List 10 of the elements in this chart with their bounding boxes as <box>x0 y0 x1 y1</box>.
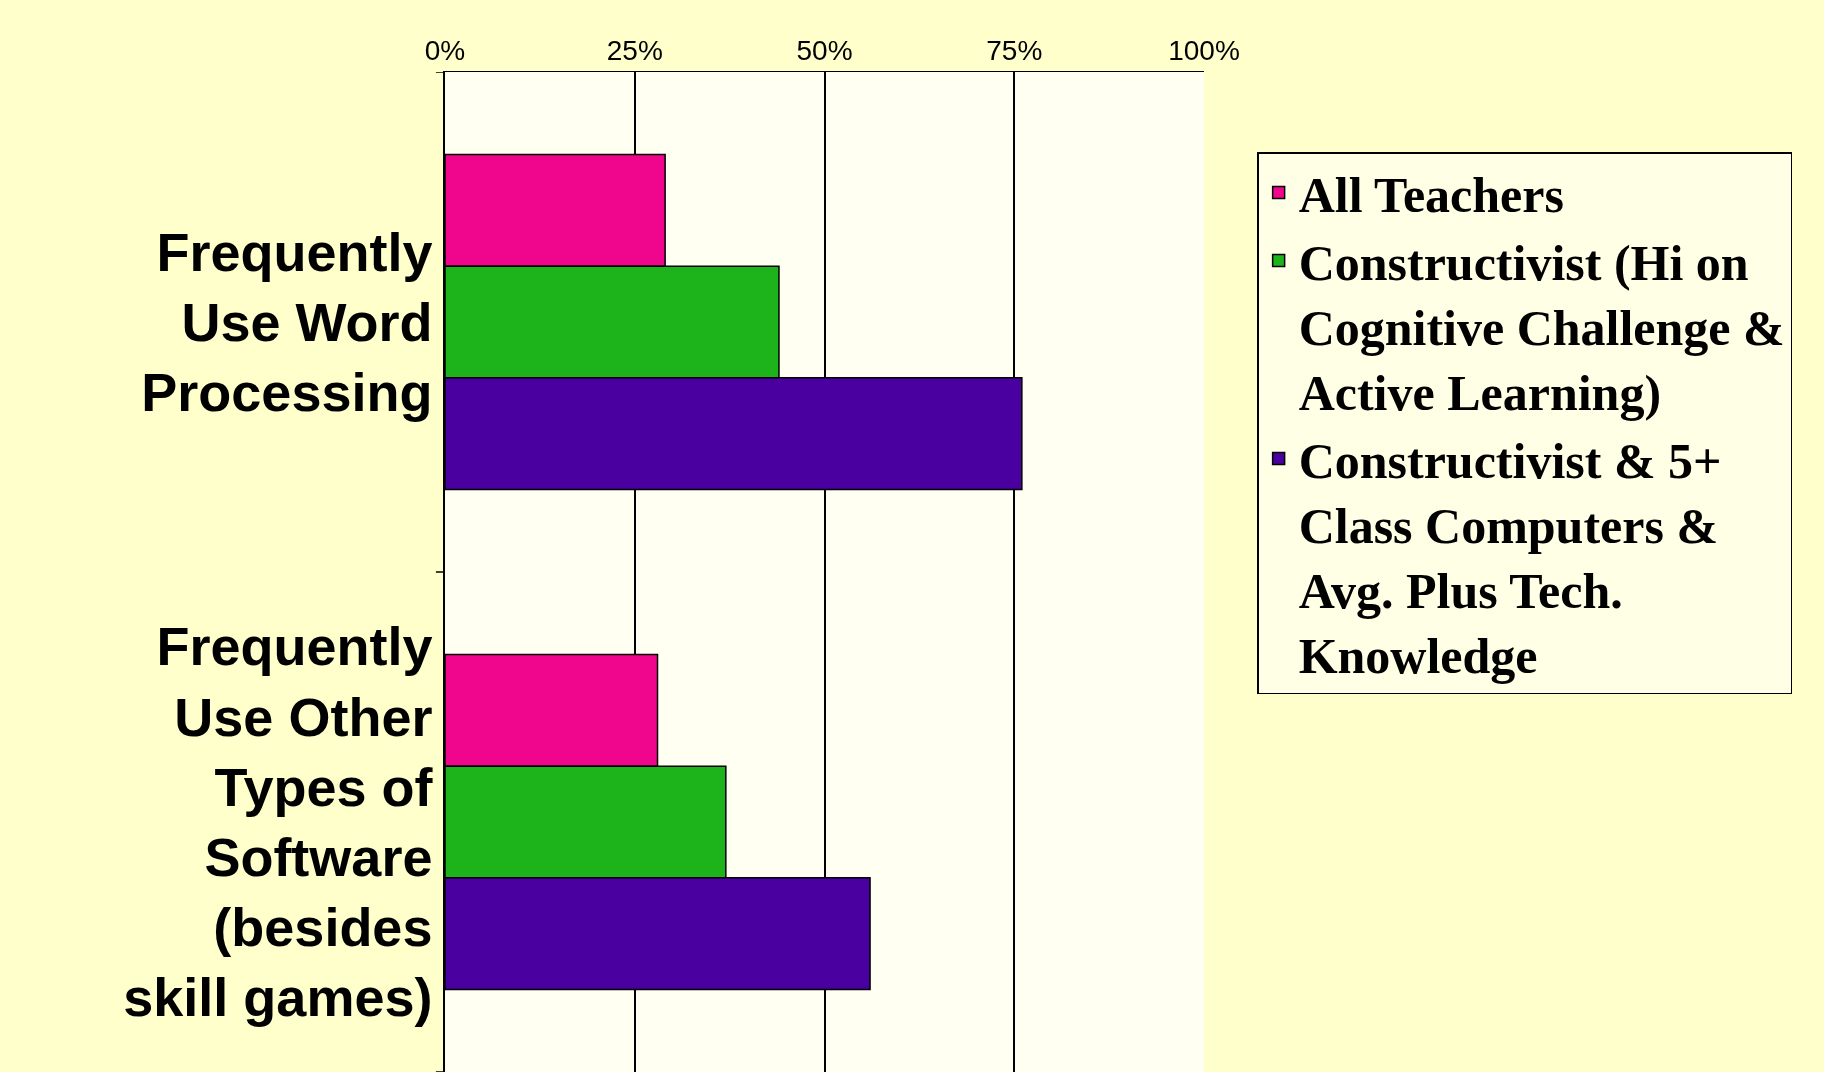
y-tick-label: Frequently Use Word Processing <box>141 221 433 423</box>
x-tick-label: 0% <box>424 34 466 66</box>
x-tick-label: 75% <box>986 34 1043 66</box>
x-tick-label: 25% <box>606 34 663 66</box>
legend-label: Constructivist (Hi on Cognitive Challenge & Active Learning) <box>1298 235 1785 421</box>
x-tick-label: 100% <box>1168 34 1240 66</box>
x-tick-label: 50% <box>796 34 853 66</box>
legend-label: Constructivist & 5+ Class Computers & Avg. Plus Tech. Knowledge <box>1298 433 1722 684</box>
y-tick-label: Frequently Use Other Types of Software (besides skill games) <box>123 616 434 1028</box>
legend-label: All Teachers <box>1298 167 1564 223</box>
